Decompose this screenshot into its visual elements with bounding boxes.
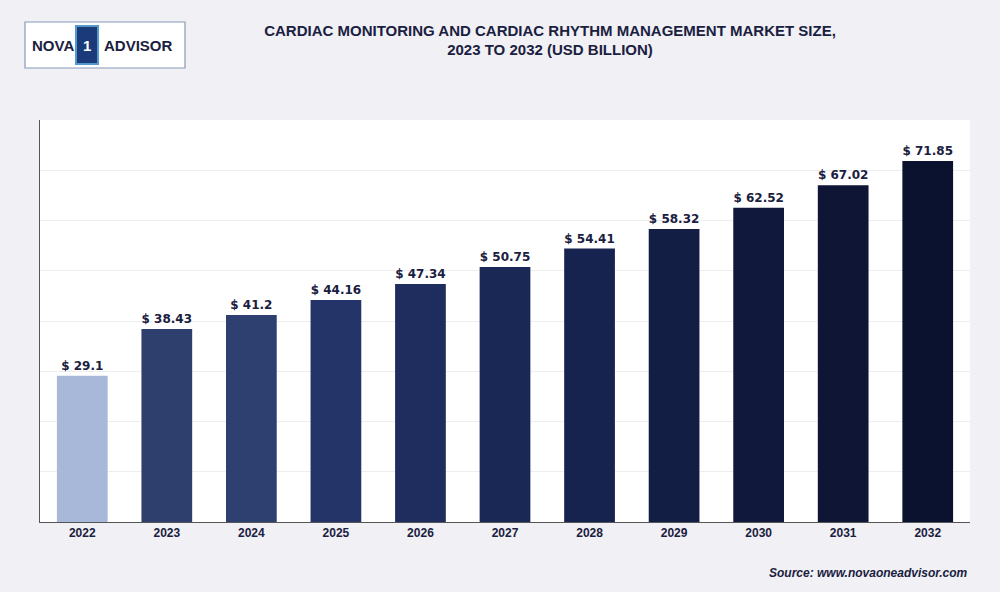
svg-text:$ 71.85: $ 71.85 (902, 144, 952, 158)
svg-text:NOVA: NOVA (32, 37, 74, 54)
svg-text:2029: 2029 (661, 526, 688, 540)
svg-text:2022: 2022 (69, 526, 96, 540)
svg-text:Source: www.novaoneadvisor.com: Source: www.novaoneadvisor.com (769, 566, 968, 580)
svg-text:1: 1 (83, 37, 91, 54)
svg-text:2023: 2023 (153, 526, 180, 540)
svg-text:$ 50.75: $ 50.75 (480, 250, 530, 264)
svg-text:2028: 2028 (576, 526, 603, 540)
svg-text:2030: 2030 (745, 526, 772, 540)
svg-text:2026: 2026 (407, 526, 434, 540)
svg-text:$ 47.34: $ 47.34 (395, 267, 445, 281)
svg-text:$ 67.02: $ 67.02 (818, 168, 868, 182)
svg-text:2025: 2025 (323, 526, 350, 540)
svg-text:$ 44.16: $ 44.16 (311, 283, 361, 297)
svg-text:$ 58.32: $ 58.32 (649, 212, 699, 226)
svg-text:$ 38.43: $ 38.43 (142, 312, 192, 326)
svg-text:2032: 2032 (914, 526, 941, 540)
svg-text:2031: 2031 (830, 526, 857, 540)
svg-text:$ 54.41: $ 54.41 (564, 232, 614, 246)
svg-text:2024: 2024 (238, 526, 265, 540)
svg-text:$ 62.52: $ 62.52 (733, 191, 783, 205)
svg-text:$ 29.1: $ 29.1 (61, 359, 103, 373)
svg-text:$ 41.2: $ 41.2 (230, 298, 272, 312)
svg-text:ADVISOR: ADVISOR (104, 37, 173, 54)
svg-text:CARDIAC MONITORING AND CARDIAC: CARDIAC MONITORING AND CARDIAC RHYTHM MA… (264, 22, 836, 59)
svg-text:2027: 2027 (492, 526, 519, 540)
